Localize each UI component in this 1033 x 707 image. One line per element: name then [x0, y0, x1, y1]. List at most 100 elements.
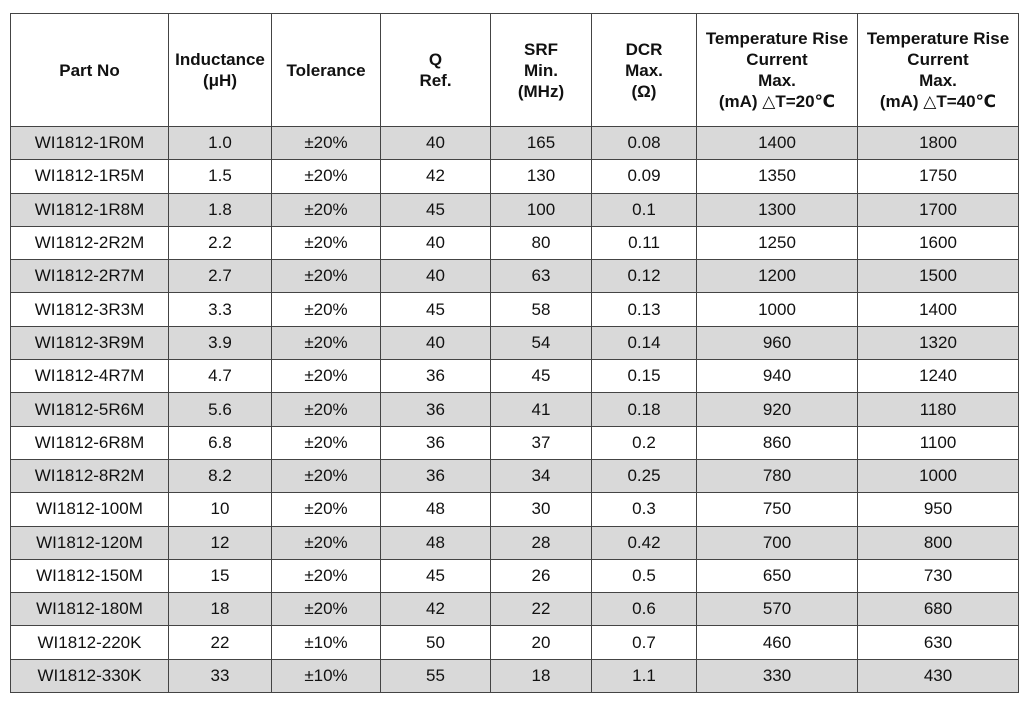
tolerance-cell: ±20% — [271, 325, 381, 361]
part-no-cell: WI1812-3R3M — [10, 292, 169, 327]
tolerance-cell: ±20% — [271, 592, 381, 627]
table-row: WI1812-1R5M 1.5 ±20% 42 130 0.09 1350 1750 — [10, 159, 1019, 194]
q-ref-cell: 40 — [380, 225, 491, 261]
dcr-cell: 0.09 — [591, 159, 697, 194]
srf-cell: 58 — [490, 292, 592, 327]
part-no-cell: WI1812-4R7M — [10, 359, 169, 394]
inductance-cell: 5.6 — [168, 392, 272, 427]
q-ref-cell: 42 — [380, 592, 491, 627]
part-no-cell: WI1812-3R9M — [10, 325, 169, 361]
dcr-cell: 0.7 — [591, 625, 697, 660]
temp-rise-20-cell: 650 — [696, 558, 858, 594]
dcr-cell: 0.15 — [591, 359, 697, 394]
srf-cell: 22 — [490, 592, 592, 627]
inductance-cell: 3.3 — [168, 292, 272, 327]
table-row: WI1812-2R2M 2.2 ±20% 40 80 0.11 1250 1600 — [10, 225, 1019, 261]
temp-rise-40-cell: 1320 — [857, 325, 1019, 361]
srf-cell: 28 — [490, 525, 592, 560]
part-no-cell: WI1812-330K — [10, 658, 169, 694]
srf-cell: 41 — [490, 392, 592, 427]
inductance-cell: 8.2 — [168, 458, 272, 494]
part-no-cell: WI1812-6R8M — [10, 425, 169, 460]
dcr-cell: 1.1 — [591, 658, 697, 694]
table-row: WI1812-180M 18 ±20% 42 22 0.6 570 680 — [10, 592, 1019, 627]
dcr-cell: 0.11 — [591, 225, 697, 261]
table-row: WI1812-3R3M 3.3 ±20% 45 58 0.13 1000 1400 — [10, 292, 1019, 327]
temp-rise-40-cell: 1240 — [857, 359, 1019, 394]
tolerance-cell: ±20% — [271, 425, 381, 460]
header-srf-min: SRF Min. (MHz) — [490, 13, 592, 127]
q-ref-cell: 40 — [380, 259, 491, 294]
table-row: WI1812-100M 10 ±20% 48 30 0.3 750 950 — [10, 492, 1019, 527]
dcr-cell: 0.25 — [591, 458, 697, 494]
tolerance-cell: ±20% — [271, 558, 381, 594]
temp-rise-40-cell: 1400 — [857, 292, 1019, 327]
table-row: WI1812-6R8M 6.8 ±20% 36 37 0.2 860 1100 — [10, 425, 1019, 460]
srf-cell: 30 — [490, 492, 592, 527]
temp-rise-20-cell: 1300 — [696, 192, 858, 227]
part-no-cell: WI1812-150M — [10, 558, 169, 594]
header-temp-rise-20: Temperature Rise Current Max. (mA) △T=20… — [696, 13, 858, 127]
part-no-cell: WI1812-1R5M — [10, 159, 169, 194]
dcr-cell: 0.14 — [591, 325, 697, 361]
temp-rise-20-cell: 750 — [696, 492, 858, 527]
srf-cell: 80 — [490, 225, 592, 261]
table-row: WI1812-150M 15 ±20% 45 26 0.5 650 730 — [10, 558, 1019, 594]
temp-rise-40-cell: 630 — [857, 625, 1019, 660]
q-ref-cell: 48 — [380, 492, 491, 527]
header-part-no: Part No — [10, 13, 169, 127]
header-row: Part No Inductance (μH) Tolerance Q Ref.… — [10, 13, 1019, 127]
temp-rise-20-cell: 1400 — [696, 125, 858, 161]
tolerance-cell: ±20% — [271, 525, 381, 560]
part-no-cell: WI1812-8R2M — [10, 458, 169, 494]
part-no-cell: WI1812-220K — [10, 625, 169, 660]
q-ref-cell: 45 — [380, 292, 491, 327]
inductance-cell: 12 — [168, 525, 272, 560]
tolerance-cell: ±20% — [271, 225, 381, 261]
q-ref-cell: 50 — [380, 625, 491, 660]
temp-rise-40-cell: 800 — [857, 525, 1019, 560]
dcr-cell: 0.5 — [591, 558, 697, 594]
header-temp-rise-40: Temperature Rise Current Max. (mA) △T=40… — [857, 13, 1019, 127]
temp-rise-40-cell: 1500 — [857, 259, 1019, 294]
q-ref-cell: 36 — [380, 425, 491, 460]
srf-cell: 63 — [490, 259, 592, 294]
table-row: WI1812-4R7M 4.7 ±20% 36 45 0.15 940 1240 — [10, 359, 1019, 394]
srf-cell: 54 — [490, 325, 592, 361]
temp-rise-20-cell: 700 — [696, 525, 858, 560]
temp-rise-20-cell: 570 — [696, 592, 858, 627]
temp-rise-20-cell: 1350 — [696, 159, 858, 194]
temp-rise-20-cell: 920 — [696, 392, 858, 427]
srf-cell: 100 — [490, 192, 592, 227]
inductance-cell: 2.7 — [168, 259, 272, 294]
temp-rise-40-cell: 730 — [857, 558, 1019, 594]
part-no-cell: WI1812-1R8M — [10, 192, 169, 227]
dcr-cell: 0.13 — [591, 292, 697, 327]
inductor-spec-table: Part No Inductance (μH) Tolerance Q Ref.… — [10, 13, 1019, 694]
tolerance-cell: ±20% — [271, 359, 381, 394]
temp-rise-40-cell: 950 — [857, 492, 1019, 527]
inductance-cell: 1.5 — [168, 159, 272, 194]
temp-rise-40-cell: 1800 — [857, 125, 1019, 161]
inductance-cell: 22 — [168, 625, 272, 660]
q-ref-cell: 36 — [380, 359, 491, 394]
temp-rise-20-cell: 330 — [696, 658, 858, 694]
header-dcr-max: DCR Max. (Ω) — [591, 13, 697, 127]
part-no-cell: WI1812-1R0M — [10, 125, 169, 161]
srf-cell: 45 — [490, 359, 592, 394]
q-ref-cell: 36 — [380, 458, 491, 494]
tolerance-cell: ±20% — [271, 259, 381, 294]
temp-rise-40-cell: 1600 — [857, 225, 1019, 261]
srf-cell: 18 — [490, 658, 592, 694]
temp-rise-20-cell: 940 — [696, 359, 858, 394]
temp-rise-20-cell: 1250 — [696, 225, 858, 261]
table-row: WI1812-1R8M 1.8 ±20% 45 100 0.1 1300 1700 — [10, 192, 1019, 227]
inductance-cell: 2.2 — [168, 225, 272, 261]
inductance-cell: 10 — [168, 492, 272, 527]
tolerance-cell: ±20% — [271, 125, 381, 161]
part-no-cell: WI1812-120M — [10, 525, 169, 560]
table-row: WI1812-5R6M 5.6 ±20% 36 41 0.18 920 1180 — [10, 392, 1019, 427]
part-no-cell: WI1812-100M — [10, 492, 169, 527]
srf-cell: 34 — [490, 458, 592, 494]
tolerance-cell: ±20% — [271, 159, 381, 194]
